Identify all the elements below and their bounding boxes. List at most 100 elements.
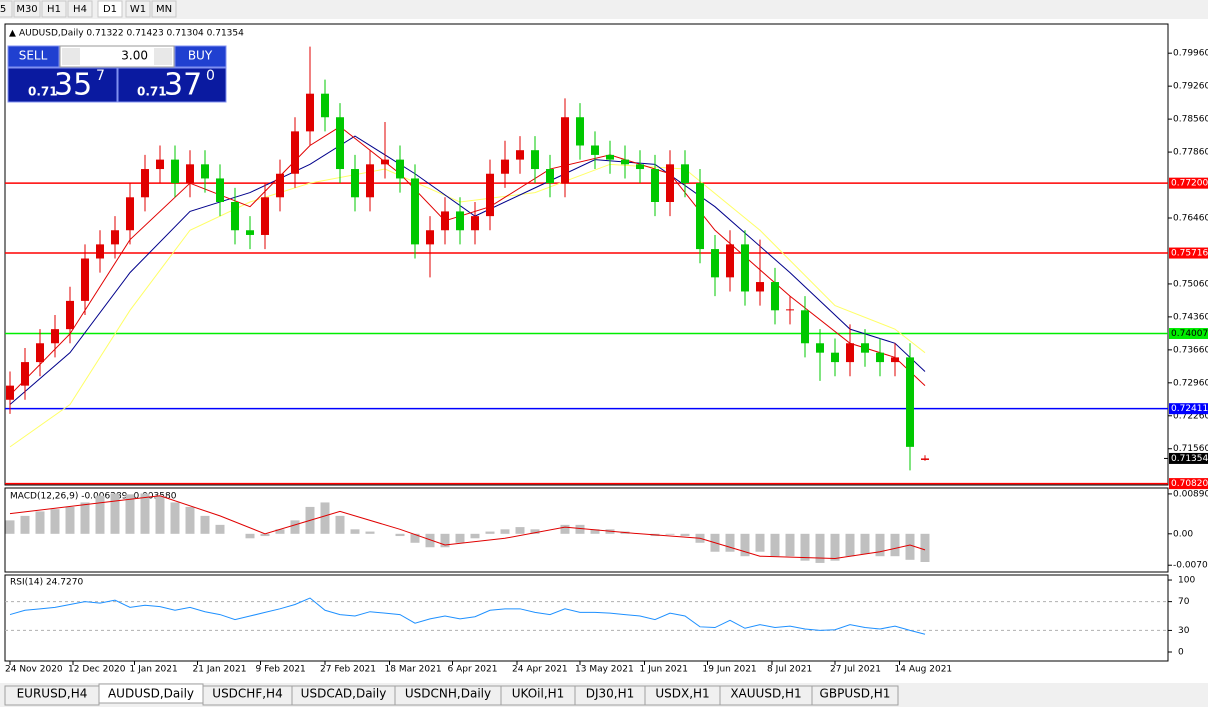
candle-body <box>756 282 764 292</box>
tab-label: USDCNH,Daily <box>405 687 491 701</box>
timeframe-label: 5 <box>0 4 6 15</box>
timeframe-button[interactable] <box>67 0 93 18</box>
lot-field[interactable] <box>59 45 175 68</box>
buy-button[interactable] <box>174 45 227 68</box>
chart-title: AUDUSD,Daily 0.71322 0.71423 0.71304 0.7… <box>19 29 244 39</box>
candle-body <box>291 131 299 174</box>
candle-body <box>21 362 29 386</box>
candle-body <box>396 159 404 179</box>
macd-bar <box>110 493 120 534</box>
buy-price-box[interactable] <box>117 67 227 103</box>
candle-body <box>141 169 149 198</box>
candle-body <box>651 169 659 202</box>
level-label-bg <box>1169 328 1208 340</box>
candle-body <box>6 385 14 400</box>
candle-body <box>636 164 644 170</box>
lot-down[interactable] <box>62 48 80 65</box>
candle-body <box>696 183 704 250</box>
timeframe-button[interactable] <box>151 0 177 18</box>
timeframe-button[interactable] <box>0 0 13 18</box>
sell-button[interactable] <box>7 45 60 68</box>
level-label: 0.70820 <box>1171 479 1208 489</box>
candle-body <box>546 169 554 184</box>
timeframe-button[interactable] <box>13 0 41 18</box>
x-tick-label: 14 Aug 2021 <box>895 665 953 675</box>
x-tick-label: 18 Mar 2021 <box>385 665 442 675</box>
level-label-bg <box>1169 403 1208 415</box>
candle-body <box>666 164 674 202</box>
tab-label: DJ30,H1 <box>586 687 635 701</box>
candle-body <box>156 159 164 170</box>
macd-bar <box>665 533 675 535</box>
main-panel <box>4 23 1169 486</box>
macd-bar <box>530 529 540 534</box>
tab-label: XAUUSD,H1 <box>730 687 801 701</box>
macd-bar <box>5 520 15 534</box>
x-tick-label: 19 Jun 2021 <box>703 665 757 675</box>
macd-bar <box>500 529 510 534</box>
timeframe-button[interactable] <box>97 0 123 18</box>
macd-bar <box>890 533 900 557</box>
x-tick-label: 24 Apr 2021 <box>512 665 568 675</box>
candle-body <box>171 159 179 184</box>
tab[interactable] <box>811 685 899 706</box>
y-tick-label: 0.008904 <box>1173 489 1208 499</box>
macd-bar <box>80 502 90 534</box>
candle-body <box>711 249 719 278</box>
macd-bar <box>320 502 330 534</box>
candle-body <box>921 458 929 460</box>
x-tick-label: 27 Jul 2021 <box>830 665 881 675</box>
candle-body <box>891 357 899 363</box>
y-tick-label: 0.79260 <box>1173 82 1208 92</box>
macd-bar <box>95 495 105 534</box>
candle-body <box>486 173 494 217</box>
candle-body <box>876 352 884 363</box>
moving-average <box>9 126 926 396</box>
rsi-title: RSI(14) 24.7270 <box>10 578 83 588</box>
level-label: 0.75716 <box>1171 249 1208 259</box>
sell-price-small: 7 <box>96 68 105 84</box>
y-tick-label: 0.72960 <box>1173 378 1208 388</box>
y-tick-label: 0.77860 <box>1173 148 1208 158</box>
candle-body <box>351 169 359 198</box>
x-tick-label: 24 Nov 2020 <box>5 665 63 675</box>
tab-label: UKOil,H1 <box>512 687 565 701</box>
timeframe-button[interactable] <box>125 0 151 18</box>
y-tick-label: 0.79960 <box>1173 49 1208 59</box>
candle-body <box>741 244 749 292</box>
candle-body <box>726 244 734 278</box>
macd-bar <box>155 495 165 534</box>
macd-bar <box>65 506 75 534</box>
x-tick-label: 1 Jan 2021 <box>130 665 178 675</box>
level-label-bg <box>1169 247 1208 259</box>
tab-label: USDCHF,H4 <box>212 687 282 701</box>
candle-body <box>66 300 74 330</box>
macd-panel <box>4 487 1169 573</box>
lot-up[interactable] <box>154 48 172 65</box>
macd-bar <box>740 533 750 557</box>
candle-body <box>531 150 539 170</box>
macd-bar <box>50 509 60 534</box>
candle-body <box>846 343 854 363</box>
timeframe-button[interactable] <box>41 0 67 18</box>
x-tick-label: 27 Feb 2021 <box>320 665 376 675</box>
rsi-panel <box>4 574 1169 662</box>
macd-bar <box>350 529 360 534</box>
y-tick-label: 0.00 <box>1173 529 1193 539</box>
macd-bar <box>515 527 525 534</box>
candle-body <box>201 164 209 179</box>
candle-body <box>216 178 224 202</box>
sell-price-box[interactable] <box>7 67 118 103</box>
candle-body <box>561 117 569 184</box>
tab-label: GBPUSD,H1 <box>820 687 891 701</box>
macd-bar <box>140 493 150 534</box>
y-tick-label: 0.73660 <box>1173 345 1208 355</box>
candle-body <box>51 329 59 344</box>
candle-body <box>231 201 239 231</box>
macd-bar <box>725 533 735 552</box>
candle-body <box>381 159 389 165</box>
y-tick-label: 0.71560 <box>1173 444 1208 454</box>
candle-body <box>96 244 104 259</box>
